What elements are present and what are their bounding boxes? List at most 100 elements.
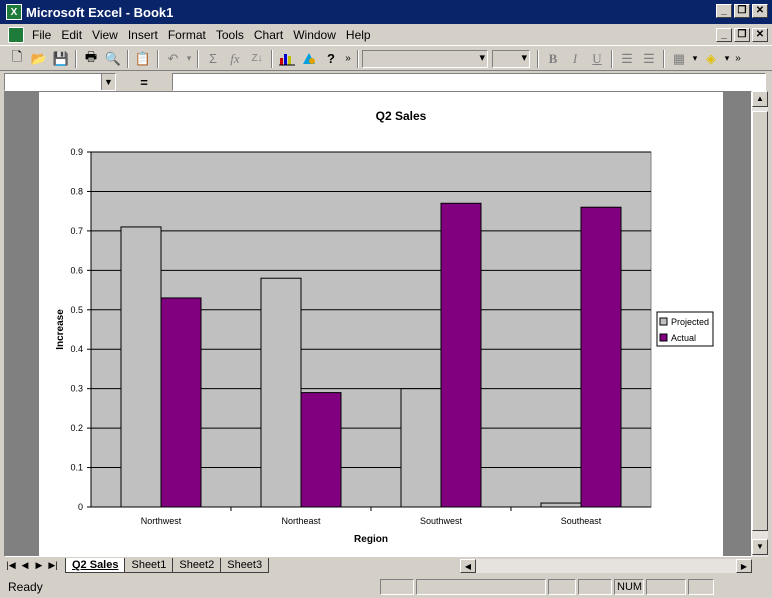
toolbar-separator: [611, 49, 613, 68]
y-tick-label: 0.7: [70, 226, 83, 236]
y-axis-label: Increase: [55, 309, 66, 350]
undo-icon[interactable]: ↶: [167, 50, 179, 66]
restore-icon[interactable]: ❐: [734, 4, 750, 18]
font-size-combo[interactable]: [492, 49, 530, 68]
toolbar-separator: [271, 49, 273, 68]
align-left-icon[interactable]: ☰: [621, 50, 633, 66]
borders-icon[interactable]: ▦: [672, 50, 686, 66]
function-icon[interactable]: fx: [230, 50, 240, 66]
toolbar-separator: [127, 49, 129, 68]
status-pane: [380, 579, 414, 595]
toolbar-separator: [157, 49, 159, 68]
prev-sheet-icon[interactable]: ◀: [21, 559, 29, 570]
y-tick-label: 0.9: [70, 147, 83, 157]
fill-color-icon[interactable]: ◈: [706, 50, 716, 66]
new-document-icon[interactable]: 🗋: [11, 48, 23, 64]
bar-actual: [160, 297, 202, 508]
legend-swatch-projected: [659, 317, 668, 326]
y-tick-label: 0.4: [70, 344, 83, 354]
y-tick-label: 0.2: [70, 423, 83, 433]
x-tick-label: Northwest: [141, 516, 182, 526]
legend-label-projected: Projected: [671, 317, 709, 327]
borders-dropdown-icon[interactable]: ▾: [692, 53, 698, 63]
minimize-icon[interactable]: _: [716, 4, 732, 18]
menu-file[interactable]: File: [32, 27, 52, 42]
scroll-left-icon[interactable]: ◀: [460, 559, 476, 573]
menu-format[interactable]: Format: [167, 27, 206, 42]
name-box[interactable]: ▼: [4, 73, 116, 91]
status-bar: Ready NUM: [0, 576, 772, 598]
bar-projected: [260, 277, 302, 508]
y-tick-label: 0.8: [70, 186, 83, 196]
status-pane: [688, 579, 714, 595]
print-preview-icon[interactable]: 🔍: [104, 50, 122, 66]
doc-restore-icon[interactable]: ❐: [734, 28, 750, 42]
workbook-icon[interactable]: [8, 26, 24, 43]
scroll-right-icon[interactable]: ▶: [736, 559, 752, 573]
bar-projected: [400, 388, 442, 508]
vertical-scroll-thumb[interactable]: [752, 111, 768, 531]
print-icon[interactable]: 🖶: [84, 48, 98, 64]
chart-sheet[interactable]: Q2 Sales 0 0.1 0.2 0.3 0.4 0.5 0.6 0.7 0.8 0.9 Nort…: [39, 92, 723, 556]
menu-help[interactable]: Help: [345, 27, 371, 42]
open-folder-icon[interactable]: 📂: [30, 50, 48, 66]
bold-icon[interactable]: B: [548, 50, 558, 66]
toolbar-separator: [75, 49, 77, 68]
underline-icon[interactable]: U: [592, 50, 602, 66]
y-tick-label: 0.1: [70, 463, 83, 473]
menu-edit[interactable]: Edit: [61, 27, 83, 42]
formula-input[interactable]: [172, 73, 766, 91]
drawing-icon[interactable]: [298, 49, 320, 69]
last-sheet-icon[interactable]: ▶|: [48, 559, 58, 570]
status-pane: [548, 579, 576, 595]
doc-minimize-icon[interactable]: _: [716, 28, 732, 42]
bar-actual: [300, 392, 342, 508]
sheet-tab-bar: |◀ ◀ ▶ ▶| Q2 Sales Sheet1 Sheet2 Sheet3 …: [4, 557, 768, 574]
save-icon[interactable]: 💾: [52, 50, 70, 66]
scroll-up-icon[interactable]: ▲: [752, 91, 768, 107]
tab-sheet1[interactable]: Sheet1: [124, 558, 174, 573]
toolbar-more-icon-2[interactable]: »: [735, 53, 741, 64]
menu-view[interactable]: View: [92, 27, 118, 42]
menu-window[interactable]: Window: [293, 27, 336, 42]
toolbar-more-icon[interactable]: »: [345, 53, 351, 64]
undo-dropdown-icon[interactable]: ▾: [186, 53, 192, 63]
x-axis-label: Region: [354, 534, 388, 545]
tab-sheet2[interactable]: Sheet2: [172, 558, 222, 573]
doc-close-icon[interactable]: ✕: [752, 28, 768, 42]
tab-q2-sales[interactable]: Q2 Sales: [65, 558, 126, 573]
y-tick-label: 0: [78, 502, 83, 512]
scroll-down-icon[interactable]: ▼: [752, 539, 768, 555]
sort-icon[interactable]: Z↓: [251, 53, 263, 64]
horizontal-scrollbar[interactable]: ◀ ▶: [460, 559, 752, 573]
equals-button[interactable]: =: [140, 74, 148, 90]
italic-icon[interactable]: I: [572, 50, 578, 66]
x-tick-label: Southwest: [420, 516, 463, 526]
toolbar-separator: [357, 49, 359, 68]
toolbar-separator: [663, 49, 665, 68]
chart-area[interactable]: Q2 Sales 0 0.1 0.2 0.3 0.4 0.5 0.6 0.7 0.8 0.9 Nort…: [39, 92, 723, 556]
menu-tools[interactable]: Tools: [215, 27, 244, 42]
close-icon[interactable]: ✕: [752, 4, 768, 18]
bar-actual: [580, 206, 622, 508]
tab-sheet3[interactable]: Sheet3: [220, 558, 270, 573]
standard-toolbar: 🗋 📂 💾 🖶 🔍 📋 ↶ ▾ Σ fx Z↓ ? » B I U ☰ ☰ ▦ …: [0, 47, 772, 71]
vertical-scrollbar[interactable]: ▲ ▼: [752, 91, 768, 557]
menu-chart[interactable]: Chart: [253, 27, 284, 42]
help-icon[interactable]: ?: [327, 51, 335, 66]
fill-color-dropdown-icon[interactable]: ▾: [724, 53, 730, 63]
chart-title: Q2 Sales: [376, 109, 427, 123]
excel-app-icon[interactable]: X: [6, 4, 22, 20]
autosum-icon[interactable]: Σ: [208, 51, 218, 66]
name-box-dropdown-icon[interactable]: ▼: [101, 74, 115, 90]
font-name-combo[interactable]: [362, 49, 488, 68]
x-tick-label: Southeast: [561, 516, 602, 526]
chart-wizard-icon[interactable]: [276, 49, 298, 69]
toolbar-separator: [537, 49, 539, 68]
first-sheet-icon[interactable]: |◀: [6, 559, 16, 570]
align-center-icon[interactable]: ☰: [643, 50, 655, 66]
bar-actual: [440, 202, 482, 508]
next-sheet-icon[interactable]: ▶: [35, 559, 43, 570]
paste-icon[interactable]: 📋: [134, 50, 152, 66]
menu-insert[interactable]: Insert: [127, 27, 158, 42]
